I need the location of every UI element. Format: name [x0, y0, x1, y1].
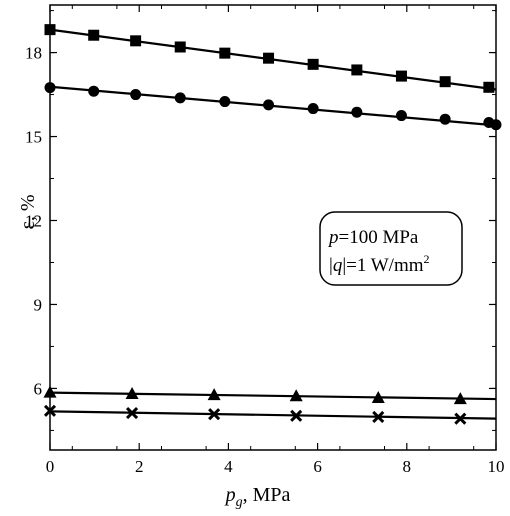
series-0-point-4 [219, 47, 231, 59]
annotation-var-q: q [333, 255, 343, 276]
series-1-point-3 [174, 92, 186, 104]
series-3-fit-line [49, 410, 497, 420]
annotation-text-1: =100 MPa [339, 227, 419, 248]
x-axis-label: pg, MPa [224, 484, 291, 510]
x-axis-label-unit: , MPa [243, 484, 291, 506]
y-tick-label-4: 18 [25, 44, 42, 63]
series-1-point-4 [219, 96, 231, 108]
y-tick-label-2: 12 [25, 212, 42, 231]
x-tick-label-0: 0 [46, 457, 55, 476]
series-0-point-1 [88, 29, 100, 41]
series-1-point-2 [130, 89, 142, 101]
x-axis-label-sub: g [236, 495, 243, 510]
annotation-sup: 2 [424, 252, 430, 266]
x-tick-label-5: 10 [488, 457, 505, 476]
annotation-line-1: p=100 MPa [327, 227, 419, 248]
x-tick-label-1: 2 [135, 457, 144, 476]
series-0-point-9 [439, 76, 451, 88]
series-0-point-7 [351, 64, 363, 76]
series-0-point-8 [395, 70, 407, 82]
x-axis-label-var: p [224, 484, 236, 506]
plot-frame [49, 4, 497, 451]
series-1-point-11 [490, 119, 502, 131]
series-0-point-0 [44, 24, 56, 36]
series-1-circle [44, 82, 502, 131]
series-2-point-0 [43, 385, 57, 398]
series-3-point-3 [290, 409, 303, 422]
series-2-triangle [43, 385, 497, 405]
x-tick-label-4: 8 [403, 457, 412, 476]
annotation-box: p=100 MPa |q|=1 W/mm2 [319, 211, 463, 286]
series-1-point-1 [88, 85, 100, 97]
series-0-square [44, 24, 497, 93]
series-2-point-4 [371, 390, 385, 403]
series-3-point-1 [126, 406, 139, 420]
x-tick-label-3: 6 [313, 457, 322, 476]
series-1-point-8 [395, 110, 407, 122]
series-2-point-2 [207, 388, 221, 401]
series-0-point-5 [263, 52, 275, 64]
series-2-point-1 [125, 387, 139, 400]
annotation-frame [319, 211, 463, 286]
series-0-point-3 [174, 41, 186, 53]
annotation-var-p: p [327, 227, 339, 248]
annotation-text-2: |=1 W/mm [342, 255, 423, 276]
series-1-point-9 [439, 113, 451, 125]
series-0-point-10 [483, 81, 495, 93]
plot-layer: 0 2 4 6 8 10 6 9 12 15 18 [25, 4, 505, 476]
series-1-point-7 [351, 106, 363, 118]
series-2-point-3 [289, 389, 303, 402]
series-3-point-5 [454, 412, 467, 425]
y-tick-label-0: 6 [34, 379, 43, 398]
y-tick-label-3: 15 [25, 128, 42, 147]
series-0-point-6 [307, 58, 319, 70]
y-axis-label: ε, % [17, 194, 39, 229]
series-3-point-2 [208, 408, 221, 421]
series-0-point-2 [130, 35, 142, 47]
series-1-point-5 [263, 99, 275, 111]
x-tick-label-2: 4 [224, 457, 233, 476]
annotation-line-2: |q|=1 W/mm2 [329, 252, 430, 276]
series-1-point-0 [44, 82, 56, 94]
series-3-point-0 [43, 404, 57, 417]
annotation-bar: | [329, 255, 333, 276]
series-2-point-5 [453, 392, 467, 405]
series-3-point-4 [372, 410, 385, 424]
series-1-point-6 [307, 103, 319, 115]
series-3-x [43, 404, 497, 425]
series-2-fit-line [49, 391, 497, 401]
y-tick-label-1: 9 [34, 295, 43, 314]
